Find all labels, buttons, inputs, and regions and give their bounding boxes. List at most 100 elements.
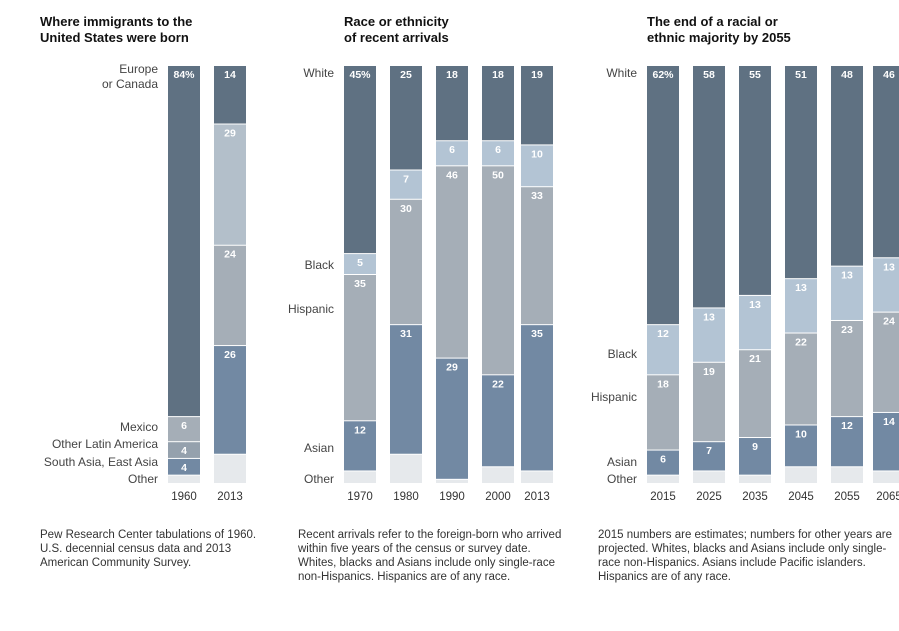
bar-segment-2-1980-0 (390, 66, 422, 170)
bar-segment-2-1980-1 (390, 170, 422, 199)
data-label-2-1970-2: 35 (354, 278, 366, 290)
bar-segment-3-2015-0 (647, 66, 679, 325)
bar-segment-3-2025-3 (693, 442, 725, 471)
bar-segment-3-2035-4 (739, 475, 771, 483)
bar-segment-2-1990-0 (436, 66, 468, 141)
data-label-3-2045-3: 10 (795, 428, 807, 440)
bar-segment-2-2000-4 (482, 467, 514, 483)
x-tick-label-3-2035: 2035 (742, 491, 768, 503)
bar-segment-3-2055-2 (831, 320, 863, 417)
data-label-3-2015-1: 12 (657, 328, 669, 340)
data-label-2-1990-3: 29 (446, 362, 458, 374)
bar-segment-2-1980-4 (390, 454, 422, 483)
row-label-2-0-0: White (303, 66, 334, 80)
bar-segment-2-2000-1 (482, 141, 514, 166)
bar-segment-3-2065-0 (873, 66, 899, 258)
bar-segment-2-2013-2 (521, 187, 553, 325)
bar-segment-3-2015-2 (647, 375, 679, 450)
x-tick-label-3-2045: 2045 (788, 491, 814, 503)
panel-3-note: 2015 numbers are estimates; numbers for … (598, 529, 893, 583)
row-label-2-1-0: Black (305, 258, 335, 272)
data-label-1-2013-2: 24 (224, 249, 236, 261)
data-label-3-2025-1: 13 (703, 311, 715, 323)
data-label-3-2065-0: 46 (883, 69, 895, 81)
panel-1-note: Pew Research Center tabulations of 1960.… (40, 529, 257, 569)
bar-segment-2-2013-1 (521, 145, 553, 187)
row-label-1-1-0: Mexico (120, 420, 158, 434)
row-label-3-1-0: Black (608, 347, 638, 361)
x-tick-label-2-1980: 1980 (393, 491, 419, 503)
bar-segment-3-2065-1 (873, 258, 899, 312)
data-label-3-2065-2: 24 (883, 316, 895, 328)
data-label-2-2013-3: 35 (531, 328, 543, 340)
data-label-2-2000-3: 22 (492, 378, 504, 390)
bar-segment-3-2035-0 (739, 66, 771, 295)
data-label-1-1960-6: 4 (181, 462, 187, 474)
data-label-3-2055-3: 12 (841, 420, 853, 432)
bar-segment-3-2055-1 (831, 266, 863, 320)
data-label-3-2055-2: 23 (841, 324, 853, 336)
data-label-2-1970-3: 12 (354, 424, 366, 436)
data-label-3-2035-3: 9 (752, 441, 758, 453)
x-tick-label-1-2013: 2013 (217, 491, 243, 503)
row-label-1-0-0: Europe (119, 62, 158, 76)
data-label-3-2065-3: 14 (883, 416, 895, 428)
data-label-3-2055-0: 48 (841, 69, 853, 81)
panel-1-title-line-1: Where immigrants to the (40, 14, 193, 29)
bar-segment-3-2035-2 (739, 350, 771, 438)
data-label-2-1990-2: 46 (446, 169, 458, 181)
bar-segment-2-2013-0 (521, 66, 553, 145)
panel-2-title-line-1: Race or ethnicity (344, 14, 449, 29)
bar-segment-2-1980-3 (390, 325, 422, 454)
bar-segment-2-1970-0 (344, 66, 376, 254)
row-label-1-3-0: South Asia, East Asia (44, 455, 158, 469)
x-tick-label-2-1990: 1990 (439, 491, 465, 503)
bar-segment-3-2055-4 (831, 467, 863, 483)
bar-segment-3-2065-4 (873, 471, 899, 483)
data-label-2-1990-0: 18 (446, 69, 458, 81)
data-label-2-2000-1: 6 (495, 144, 501, 156)
bar-segment-2-1980-2 (390, 199, 422, 325)
data-label-2-2013-2: 33 (531, 190, 543, 202)
row-label-3-2-0: Hispanic (591, 390, 637, 404)
bar-segment-3-2025-0 (693, 66, 725, 308)
data-label-1-2013-3: 26 (224, 349, 236, 361)
data-label-3-2015-2: 18 (657, 378, 669, 390)
bar-segment-2-2000-0 (482, 66, 514, 141)
row-label-3-3-0: Asian (607, 455, 637, 469)
data-label-3-2025-2: 19 (703, 366, 715, 378)
data-label-2-1980-1: 7 (403, 174, 409, 186)
row-label-1-2-0: Other Latin America (52, 437, 158, 451)
bar-segment-3-2025-4 (693, 471, 725, 483)
panel-2-note: Recent arrivals refer to the foreign-bor… (298, 529, 562, 583)
data-label-3-2035-2: 21 (749, 353, 761, 365)
bar-segment-2-2013-4 (521, 471, 553, 483)
data-label-2-1980-2: 30 (400, 203, 412, 215)
data-label-3-2065-1: 13 (883, 261, 895, 273)
bar-segment-3-2015-4 (647, 475, 679, 483)
panel-2-title: Race or ethnicity of recent arrivals (344, 14, 449, 46)
bar-segment-3-2015-3 (647, 450, 679, 475)
x-tick-label-2-1970: 1970 (347, 491, 373, 503)
bar-segment-1-1960-4 (168, 417, 200, 442)
data-label-2-1970-1: 5 (357, 257, 363, 269)
bar-segment-1-1960-0 (168, 66, 200, 417)
bar-segment-3-2045-2 (785, 333, 817, 425)
bar-segment-3-2065-2 (873, 312, 899, 412)
data-label-1-2013-0: 14 (224, 69, 236, 81)
bar-segment-3-2045-3 (785, 425, 817, 467)
data-label-3-2015-0: 62% (652, 69, 674, 81)
data-label-3-2015-3: 6 (660, 454, 666, 466)
bar-segment-3-2025-1 (693, 308, 725, 362)
bar-segment-3-2045-4 (785, 467, 817, 483)
bar-segment-3-2055-3 (831, 417, 863, 467)
x-tick-label-3-2015: 2015 (650, 491, 676, 503)
x-tick-label-2-2000: 2000 (485, 491, 511, 503)
bar-segment-3-2035-3 (739, 438, 771, 475)
data-label-2-2000-0: 18 (492, 69, 504, 81)
panel-3-title-line-1: The end of a racial or (647, 14, 778, 29)
bar-segment-2-1970-2 (344, 275, 376, 421)
panel-2-title-line-2: of recent arrivals (344, 30, 449, 45)
x-tick-label-1-1960: 1960 (171, 491, 197, 503)
